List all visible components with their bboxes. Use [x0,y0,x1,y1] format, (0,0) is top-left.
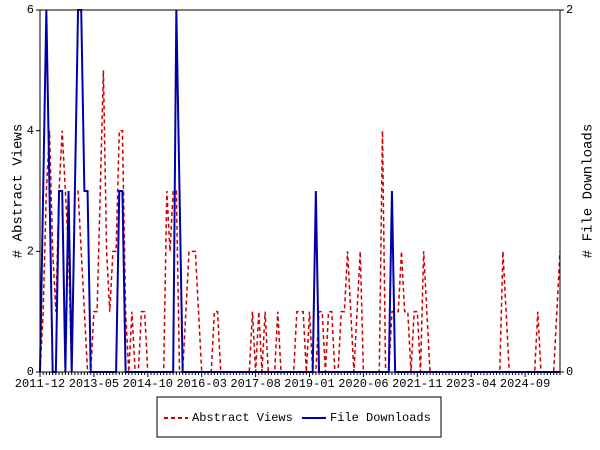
x-tick-label: 2023-04 [446,377,496,391]
y-tick-label: 6 [27,3,34,17]
x-tick-label: 2013-05 [69,377,119,391]
y2-axis-title: # File Downloads [581,124,597,258]
y2-tick-label: 0 [566,365,573,379]
y-axis-title: # Abstract Views [11,124,27,258]
y-tick-label: 0 [27,365,34,379]
data-line [39,70,561,373]
x-tick-label: 2017-08 [230,377,280,391]
plot-frame [39,9,561,373]
y2-tick-label: 2 [566,3,573,17]
y-tick-label: 2 [27,245,34,259]
x-tick-label: 2016-03 [176,377,226,391]
legend-box [156,396,442,438]
legend-label: Abstract Views [192,411,293,425]
x-tick-label: 2014-10 [123,377,173,391]
legend-label: File Downloads [330,411,431,425]
x-tick-label: 2021-11 [392,377,442,391]
x-tick-label: 2020-06 [338,377,388,391]
y-tick-label: 4 [27,124,34,138]
x-tick-label: 2019-01 [284,377,334,391]
x-tick-label: 2011-12 [15,377,65,391]
x-tick-label: 2024-09 [500,377,550,391]
